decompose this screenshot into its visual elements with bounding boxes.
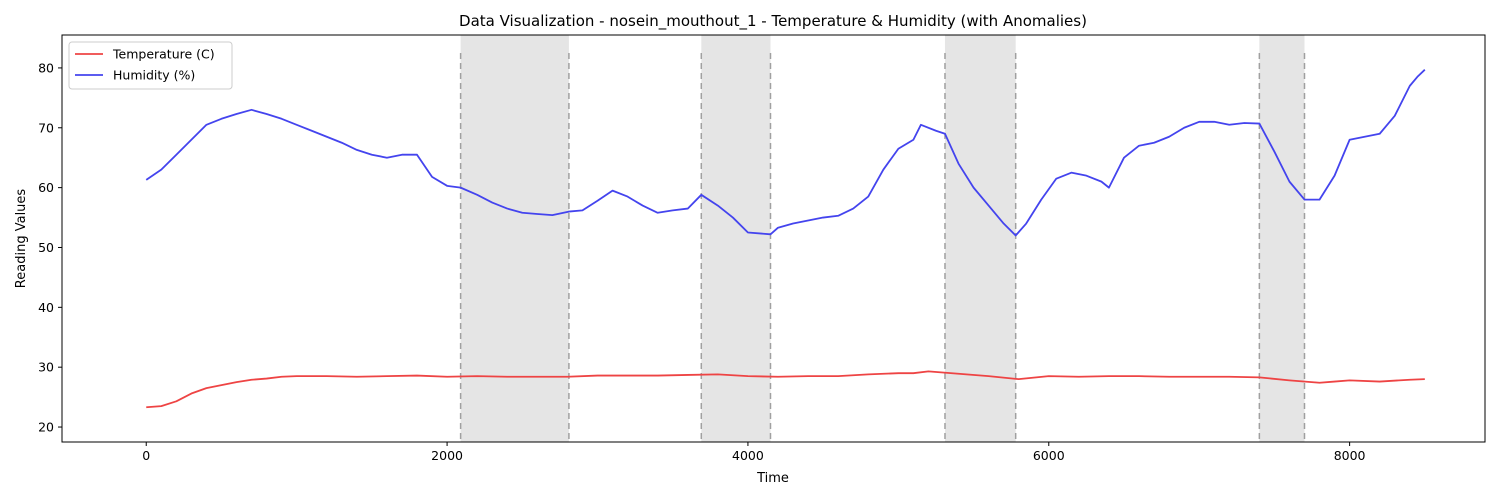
chart-title: Data Visualization - nosein_mouthout_1 -… bbox=[459, 12, 1087, 31]
y-axis-label: Reading Values bbox=[14, 189, 29, 289]
y-tick-label: 40 bbox=[38, 300, 54, 315]
anomaly-regions bbox=[459, 35, 1306, 442]
anomaly-region bbox=[1259, 35, 1305, 442]
x-tick-label: 0 bbox=[142, 448, 150, 463]
y-axis: 20 30 40 50 60 70 80 bbox=[38, 60, 62, 435]
legend-box bbox=[68, 41, 233, 90]
anomaly-region bbox=[460, 35, 569, 442]
series-lines bbox=[145, 69, 1426, 409]
x-tick-label: 6000 bbox=[1033, 448, 1065, 463]
legend-label-temperature: Temperature (C) bbox=[112, 47, 215, 62]
y-tick-label: 60 bbox=[38, 180, 54, 195]
y-tick-label: 30 bbox=[38, 360, 54, 375]
x-axis: 0 2000 4000 6000 8000 bbox=[142, 442, 1366, 463]
x-tick-label: 2000 bbox=[431, 448, 463, 463]
series-line-temperature bbox=[146, 370, 1425, 409]
x-tick-label: 8000 bbox=[1334, 448, 1366, 463]
y-tick-label: 70 bbox=[38, 120, 54, 135]
legend: Temperature (C) Humidity (%) bbox=[68, 41, 233, 90]
anomaly-region bbox=[944, 35, 1016, 442]
anomaly-region bbox=[701, 35, 771, 442]
legend-label-humidity: Humidity (%) bbox=[113, 68, 195, 83]
y-tick-label: 50 bbox=[38, 240, 54, 255]
x-axis-label: Time bbox=[756, 471, 789, 486]
y-tick-label: 20 bbox=[38, 420, 54, 435]
x-tick-label: 4000 bbox=[732, 448, 764, 463]
y-tick-label: 80 bbox=[38, 60, 54, 75]
series-line-humidity bbox=[145, 69, 1426, 237]
plot-frame bbox=[61, 34, 1486, 443]
